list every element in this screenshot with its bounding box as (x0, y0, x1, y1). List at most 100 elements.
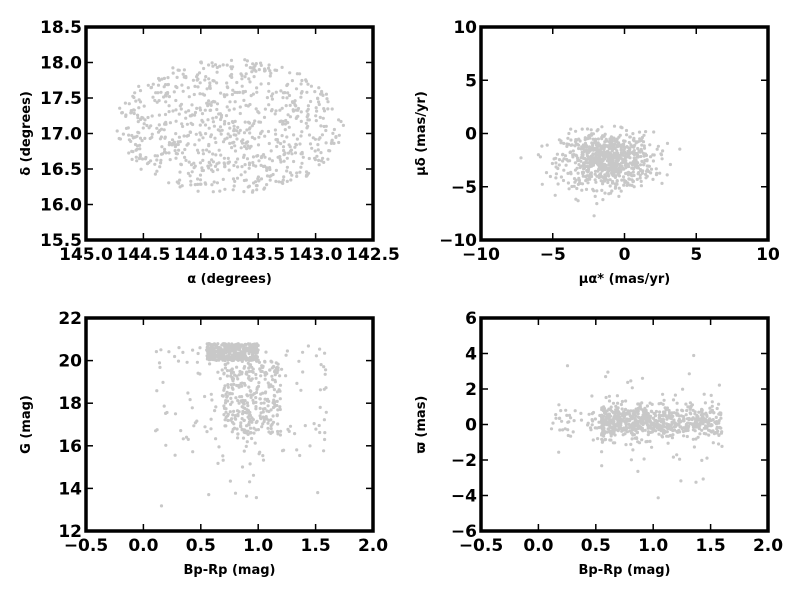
data-point (315, 154, 319, 158)
data-point (607, 399, 612, 403)
data-point (314, 114, 318, 118)
data-point (250, 66, 254, 70)
data-point (574, 178, 578, 182)
data-point (201, 136, 205, 140)
y-tick-label: 14 (58, 479, 82, 499)
data-point (575, 166, 579, 170)
data-point (222, 350, 226, 354)
data-point (240, 395, 244, 399)
data-point (320, 133, 324, 137)
data-point (255, 86, 259, 90)
data-point (679, 425, 683, 429)
data-point (215, 81, 219, 85)
data-point (284, 104, 288, 108)
g-mag-axis-label: G (mag) (19, 395, 34, 454)
pmra-axis-label: μα* (mas/yr) (579, 272, 670, 287)
data-point (585, 127, 590, 131)
data-point (273, 112, 277, 116)
data-point (602, 426, 606, 430)
data-point (260, 154, 264, 158)
data-point (273, 68, 277, 72)
data-point (318, 115, 322, 119)
data-point (141, 126, 145, 130)
data-point (247, 423, 251, 427)
data-point (587, 147, 591, 151)
data-point (153, 162, 157, 166)
data-point (607, 163, 611, 167)
data-point (154, 91, 158, 95)
data-point (259, 163, 263, 167)
data-point (323, 351, 327, 355)
data-point (224, 410, 228, 414)
data-point (618, 423, 623, 427)
data-point (245, 372, 249, 376)
data-point (247, 161, 252, 165)
data-point (284, 118, 288, 123)
data-point (316, 97, 320, 101)
data-point (177, 148, 181, 152)
data-point (266, 426, 270, 430)
data-point (618, 170, 623, 174)
data-point (216, 168, 220, 172)
x-tick-label: −10 (462, 245, 500, 265)
data-point (603, 132, 607, 136)
data-point (256, 428, 260, 432)
data-point (272, 364, 276, 369)
data-point (554, 156, 558, 160)
data-point (253, 119, 257, 123)
data-point (594, 151, 598, 155)
data-point (600, 125, 604, 129)
data-point (240, 465, 245, 469)
data-point (608, 438, 612, 442)
data-point (651, 177, 655, 181)
data-point (318, 347, 322, 351)
data-point (276, 432, 280, 436)
data-point (654, 409, 659, 414)
data-point (237, 401, 241, 405)
data-point (267, 103, 271, 107)
data-point (252, 431, 256, 435)
data-point (174, 151, 178, 156)
data-point (222, 372, 226, 376)
data-point (223, 137, 227, 141)
data-point (253, 64, 257, 68)
data-point (276, 140, 280, 144)
data-point (625, 430, 630, 434)
data-point (566, 420, 570, 424)
data-point (284, 353, 288, 357)
data-point (688, 401, 693, 405)
data-point (602, 405, 606, 409)
data-point (158, 137, 162, 141)
data-point (597, 158, 601, 162)
data-point (278, 407, 282, 412)
data-point (611, 441, 616, 445)
data-point (622, 145, 626, 149)
data-point (604, 415, 609, 419)
data-point (277, 180, 281, 184)
data-point (259, 392, 263, 396)
y-tick-label: 18.5 (40, 18, 82, 38)
data-point (665, 417, 669, 421)
data-point (579, 159, 583, 163)
data-point (337, 140, 341, 145)
data-point (206, 164, 210, 168)
data-point (241, 412, 245, 416)
data-point (285, 179, 289, 183)
data-point (193, 113, 197, 117)
data-point (258, 367, 262, 371)
data-point (240, 165, 244, 169)
data-point (709, 393, 713, 397)
data-point (604, 137, 608, 141)
data-point (222, 413, 226, 417)
data-point (559, 141, 563, 145)
data-point (226, 418, 230, 423)
data-point (281, 145, 286, 149)
data-point (283, 122, 287, 126)
data-point (696, 415, 700, 419)
data-point (247, 420, 251, 424)
data-point (233, 100, 237, 104)
data-point (229, 58, 234, 63)
data-point (691, 408, 695, 412)
data-point (225, 369, 230, 373)
data-point (278, 397, 282, 401)
